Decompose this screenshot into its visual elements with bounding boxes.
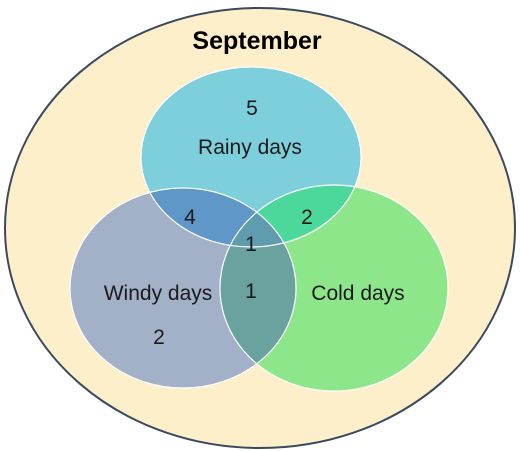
count-windy-cold: 1 (245, 280, 257, 303)
count-rainy-only: 5 (246, 97, 258, 120)
count-rainy-cold: 2 (301, 206, 313, 229)
label-cold-days: Cold days (311, 282, 404, 305)
label-windy-days: Windy days (104, 282, 213, 305)
count-rainy-windy: 4 (184, 206, 196, 229)
set-outlines (69, 66, 449, 392)
label-rainy-days: Rainy days (198, 136, 302, 159)
diagram-title: September (192, 27, 321, 55)
count-all-three: 1 (245, 233, 257, 256)
count-windy-only: 2 (153, 326, 165, 349)
overlap-all-three (220, 188, 296, 247)
